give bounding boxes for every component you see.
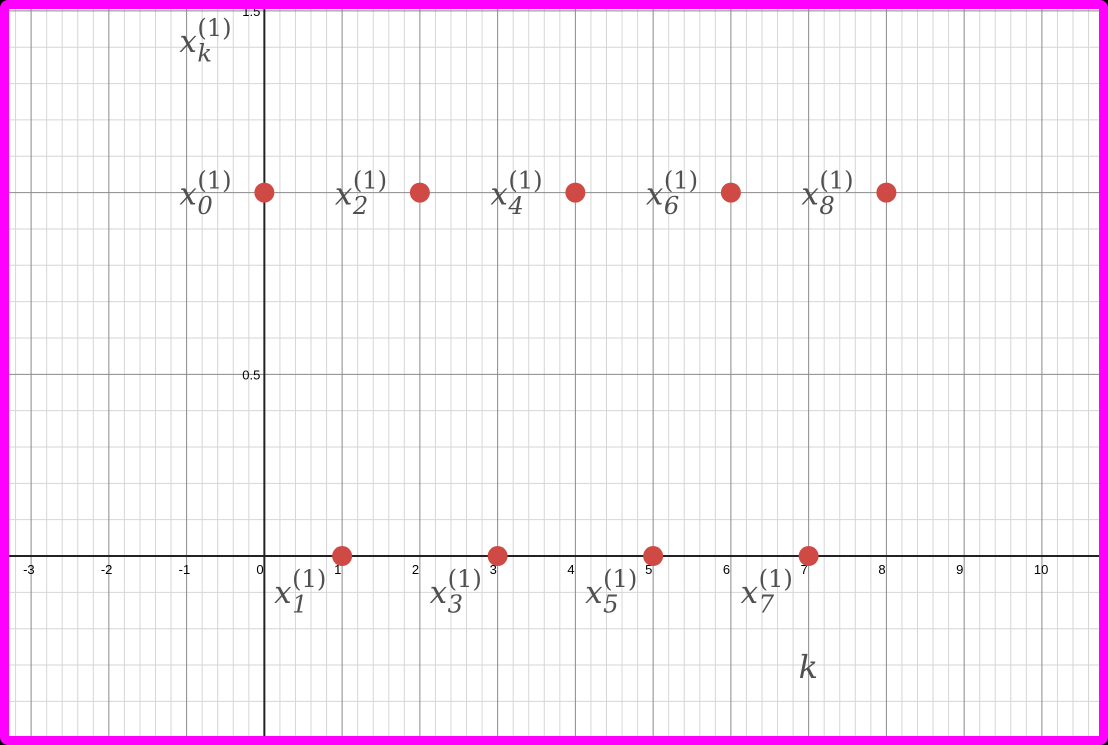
x-tick-label: 8 [878,562,885,577]
x-tick-label: 7 [801,562,808,577]
axis-titles: x k(1)k [179,14,818,686]
label-base: x [741,575,759,611]
label-superscript: (1) [292,565,326,593]
x-tick-label: -1 [179,562,191,577]
x-tick-label: 6 [723,562,730,577]
x-tick-label: -2 [101,562,113,577]
label-superscript: (1) [819,166,853,194]
label-subscript: 3 [448,590,463,618]
data-point [332,546,353,567]
point-label: x 4(1) [490,166,542,219]
label-base: x [179,177,197,213]
data-point [720,182,741,203]
label-subscript: 2 [352,192,368,220]
data-point [565,182,586,203]
point-label: x 2(1) [335,166,387,219]
label-base: x [274,575,292,611]
label-subscript: 5 [603,590,618,618]
label-superscript: (1) [197,14,231,42]
label-base: x [585,575,603,611]
x-tick-label: 9 [956,562,963,577]
y-axis-label: x k(1) [179,14,231,67]
point-label: x 1(1) [274,565,326,618]
label-superscript: (1) [603,565,637,593]
data-point [876,182,897,203]
label-base: x [335,177,353,213]
label-superscript: (1) [664,166,698,194]
point-label: x 5(1) [585,565,637,618]
label-superscript: (1) [759,565,793,593]
point-label: x 7(1) [741,565,793,618]
point-label: x 6(1) [646,166,698,219]
label-subscript: 1 [292,590,307,618]
x-tick-label: 3 [490,562,497,577]
label-subscript: 0 [197,192,212,220]
x-tick-label: 2 [412,562,419,577]
label-subscript: 4 [507,192,523,220]
label-subscript: k [197,39,212,67]
label-base: x [801,177,819,213]
label-subscript: 8 [819,192,834,220]
x-tick-label: 5 [645,562,652,577]
data-point [254,182,275,203]
data-point [798,546,819,567]
data-point [409,182,430,203]
y-tick-label: 1.5 [242,4,260,19]
data-points [254,182,897,567]
label-base: x [430,575,448,611]
label-superscript: (1) [448,565,482,593]
label-subscript: 6 [664,192,679,220]
x-tick-label: 10 [1034,562,1048,577]
label-superscript: (1) [353,166,387,194]
point-label: x 0(1) [179,166,231,219]
label-base: x [646,177,664,213]
tick-labels: -3 -2 -1 0 1 2 3 4 5 6 7 8 9 10 0.5 1.5 [23,4,1048,577]
point-label: x 3(1) [430,565,482,618]
point-labels: x 0(1)x 1(1)x 2(1)x 3(1)x 4(1)x 5(1)x 6(1)x 7(1)… [179,166,853,618]
label-base: x [490,177,508,213]
label-superscript: (1) [197,166,231,194]
label-subscript: 7 [759,590,775,618]
x-tick-label: 0 [256,562,263,577]
label-base: x [179,24,197,60]
data-point [643,546,664,567]
x-tick-label: 4 [567,562,574,577]
point-label: x 8(1) [801,166,853,219]
x-tick-label: 1 [334,562,341,577]
data-point [487,546,508,567]
y-tick-label: 0.5 [242,367,260,382]
label-superscript: (1) [508,166,542,194]
x-tick-label: -3 [23,562,35,577]
x-axis-label: k [799,648,818,686]
